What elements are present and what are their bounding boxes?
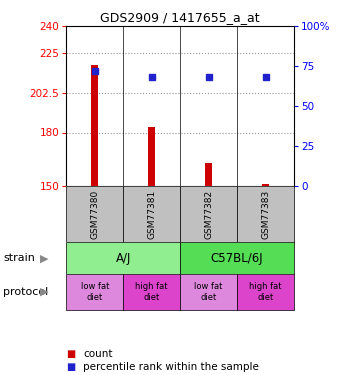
Bar <box>66 242 180 274</box>
Text: high fat
diet: high fat diet <box>249 282 282 302</box>
Text: ■: ■ <box>66 362 75 372</box>
Bar <box>237 186 294 242</box>
Text: protocol: protocol <box>3 287 49 297</box>
Bar <box>205 163 212 186</box>
Text: low fat
diet: low fat diet <box>194 282 223 302</box>
Text: ▶: ▶ <box>40 253 49 263</box>
Bar <box>180 274 237 310</box>
Bar <box>180 186 237 242</box>
Text: count: count <box>83 350 113 359</box>
Text: GSM77381: GSM77381 <box>147 189 156 238</box>
Bar <box>237 274 294 310</box>
Text: GSM77380: GSM77380 <box>90 189 99 238</box>
Text: C57BL/6J: C57BL/6J <box>211 252 264 265</box>
Text: A/J: A/J <box>116 252 131 265</box>
Bar <box>91 65 99 186</box>
Bar <box>262 184 269 186</box>
Text: ■: ■ <box>66 350 75 359</box>
Text: GSM77383: GSM77383 <box>261 189 270 238</box>
Title: GDS2909 / 1417655_a_at: GDS2909 / 1417655_a_at <box>100 11 260 24</box>
Text: ▶: ▶ <box>40 287 49 297</box>
Bar <box>123 186 180 242</box>
Text: GSM77382: GSM77382 <box>204 189 213 238</box>
Text: high fat
diet: high fat diet <box>135 282 168 302</box>
Bar <box>180 242 294 274</box>
Text: strain: strain <box>3 253 35 263</box>
Bar <box>66 274 123 310</box>
Bar <box>148 127 155 186</box>
Text: percentile rank within the sample: percentile rank within the sample <box>83 362 259 372</box>
Bar <box>123 274 180 310</box>
Bar <box>66 186 123 242</box>
Text: low fat
diet: low fat diet <box>81 282 109 302</box>
